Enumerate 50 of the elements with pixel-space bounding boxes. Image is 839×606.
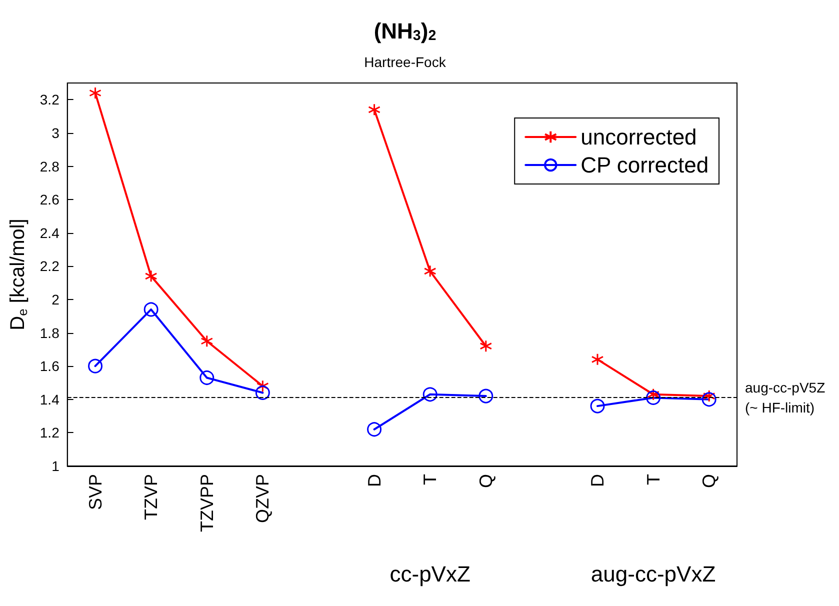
ref-line-label: aug-cc-pV5Z (~ HF-limit) — [745, 380, 826, 416]
y-tick-label: 3 — [52, 124, 60, 141]
point — [478, 388, 494, 404]
y-tick-label: 1.2 — [40, 424, 60, 441]
x-tick-label: TZVP — [141, 474, 162, 520]
point — [368, 103, 381, 116]
x-tick-label: D — [364, 474, 384, 487]
y-tick-label: 1 — [52, 458, 60, 474]
legend-label: CP corrected — [580, 152, 709, 178]
point — [255, 385, 270, 400]
point — [89, 86, 102, 100]
point — [702, 390, 716, 402]
y-tick-label: 2 — [52, 291, 60, 308]
y-tick-label: 1.6 — [40, 358, 60, 374]
point — [200, 370, 214, 385]
x-tick-label: Q — [476, 474, 496, 488]
x-tick-label: TZVPP — [196, 474, 217, 532]
x-tick-label: QZVP — [252, 474, 273, 524]
point — [590, 398, 605, 414]
point — [422, 387, 438, 402]
x-tick-label: SVP — [85, 474, 106, 510]
y-tick-label: 2.2 — [40, 258, 60, 274]
x-tick-label: D — [587, 474, 608, 487]
point — [144, 302, 158, 317]
y-tick-label: 2.4 — [40, 224, 60, 241]
y-axis-title: De [kcal/mol] — [7, 218, 30, 330]
point — [480, 340, 492, 352]
point — [424, 264, 436, 278]
point — [591, 353, 604, 366]
x-tick-label: T — [643, 474, 664, 485]
point — [646, 390, 661, 405]
text: aug-cc-pVxZ — [590, 562, 716, 586]
y-tick-label: 1.8 — [40, 324, 60, 341]
text: cc-pVxZ — [390, 562, 470, 586]
point — [200, 334, 214, 348]
point — [647, 388, 660, 401]
y-tick-label: 3.2 — [40, 92, 60, 108]
y-tick-label: 1.4 — [40, 391, 60, 408]
point — [256, 380, 269, 392]
legend-label: uncorrected — [580, 124, 697, 150]
x-tick-label: Q — [699, 474, 720, 488]
point — [367, 422, 382, 437]
x-tick-label: T — [420, 474, 440, 485]
point — [144, 270, 158, 282]
y-tick-label: 2.8 — [40, 158, 60, 174]
point — [88, 358, 103, 374]
chart-subtitle: Hartree-Fock — [364, 54, 447, 70]
y-tick-label: 2.6 — [40, 192, 60, 208]
chart-title: (NH3)2 — [374, 18, 436, 44]
point — [702, 392, 716, 407]
